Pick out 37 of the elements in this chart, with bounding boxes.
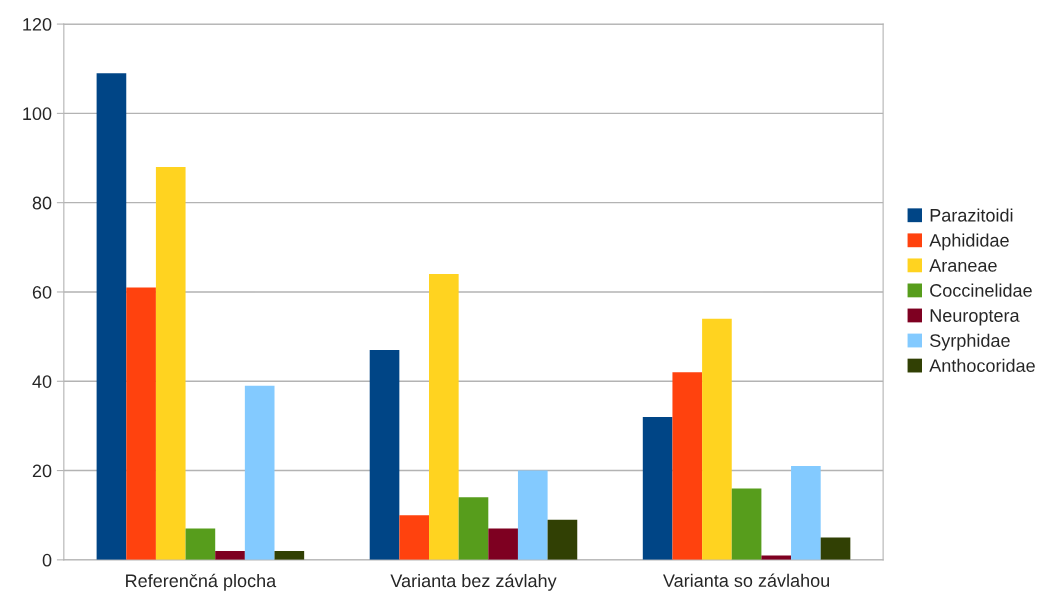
legend-label: Anthocoridae [929, 358, 1035, 373]
y-tick-label: 0 [42, 553, 52, 567]
bar [731, 488, 762, 560]
bar [672, 372, 703, 560]
bar [458, 497, 489, 560]
bar [244, 385, 275, 560]
x-tick-label: Referenčná plocha [126, 573, 277, 591]
bar [791, 466, 821, 560]
bar [155, 166, 186, 560]
bar [488, 528, 518, 560]
legend-label: Aphididae [929, 233, 1009, 251]
bar [429, 274, 459, 560]
legend-label: Neuroptera [930, 309, 1020, 326]
bar [96, 73, 127, 560]
bar [126, 287, 156, 560]
legend-label: Parazitoidi [930, 208, 1013, 222]
bar [399, 515, 429, 560]
y-tick-label: 20 [32, 464, 52, 478]
bar [547, 519, 578, 560]
bar [761, 555, 792, 560]
legend-label: Syrphidae [930, 333, 1010, 351]
y-tick-label: 40 [32, 375, 52, 388]
bar [215, 550, 245, 560]
y-tick-label: 120 [23, 18, 52, 31]
bar [702, 318, 732, 560]
bar [517, 470, 548, 560]
legend-label: Coccinelidae [930, 283, 1032, 297]
y-tick-label: 100 [23, 107, 52, 121]
bar [642, 416, 673, 560]
y-tick-label: 80 [32, 196, 52, 210]
bar [820, 537, 851, 560]
y-tick-label: 60 [32, 285, 52, 299]
x-tick-label: Varianta so závlahou [663, 573, 830, 588]
bar [369, 350, 400, 560]
bar [185, 528, 216, 560]
legend-label: Araneae [929, 259, 997, 272]
x-tick-label: Varianta bez závlahy [390, 573, 557, 591]
